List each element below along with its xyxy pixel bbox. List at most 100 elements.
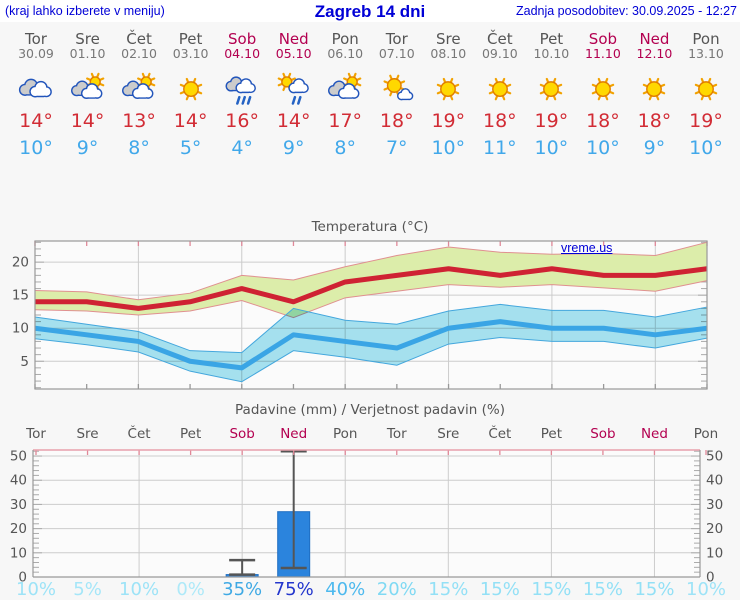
precipitation-chart: 0 0 10 10 20 20 30 30 40 40 50 50 bbox=[10, 449, 723, 586]
location-menu-hint[interactable]: (kraj lahko izberete v meniju) bbox=[5, 4, 165, 18]
precip-probability-value: 10% bbox=[119, 579, 160, 600]
day-min-temp: 8° bbox=[334, 137, 357, 159]
min-temp-line bbox=[34, 319, 708, 371]
precip-day-label: Ned bbox=[640, 426, 668, 442]
day-min-temp: 5° bbox=[179, 137, 202, 159]
day-column-čet-02.10[interactable]: Čet 02.10 13° 8° bbox=[112, 31, 166, 162]
day-date: 12.10 bbox=[636, 46, 673, 61]
day-date: 02.10 bbox=[121, 46, 157, 61]
day-name: Tor bbox=[25, 30, 47, 48]
day-name: Tor bbox=[385, 30, 408, 48]
svg-text:20: 20 bbox=[10, 521, 27, 537]
precip-day-label: Čet bbox=[488, 426, 512, 442]
day-column-sob-11.10[interactable]: Sob 11.10 18° 10° bbox=[576, 31, 630, 162]
day-column-pet-03.10[interactable]: Pet 03.10 14° 5° bbox=[164, 31, 218, 162]
day-max-temp: 13° bbox=[122, 110, 156, 132]
day-min-temp: 9° bbox=[282, 137, 305, 159]
precip-day-label: Čet bbox=[127, 426, 151, 442]
svg-text:50: 50 bbox=[706, 449, 723, 465]
day-name: Pon bbox=[331, 30, 359, 48]
day-column-tor-30.09[interactable]: Tor 30.09 14° 10° bbox=[9, 31, 63, 162]
day-date: 30.09 bbox=[18, 46, 54, 61]
day-name: Čet bbox=[487, 30, 513, 48]
day-name: Pet bbox=[539, 30, 564, 48]
day-max-temp: 14° bbox=[70, 110, 105, 132]
svg-text:50: 50 bbox=[10, 449, 27, 465]
day-date: 04.10 bbox=[224, 46, 261, 61]
precip-probability-value: 15% bbox=[582, 579, 623, 600]
rain-icon bbox=[225, 76, 257, 105]
day-column-sre-01.10[interactable]: Sre 01.10 14° 9° bbox=[61, 31, 115, 162]
precip-probability-value: 0% bbox=[176, 579, 205, 600]
day-column-pon-06.10[interactable]: Pon 06.10 17° 8° bbox=[318, 31, 372, 162]
day-name: Sre bbox=[75, 30, 100, 48]
sun-cloud-icon bbox=[328, 72, 362, 99]
day-min-temp: 9° bbox=[76, 137, 99, 159]
day-date: 06.10 bbox=[327, 46, 364, 61]
day-column-sre-08.10[interactable]: Sre 08.10 19° 10° bbox=[421, 31, 475, 162]
svg-text:10: 10 bbox=[10, 545, 27, 561]
sun-icon bbox=[540, 77, 563, 101]
precip-probability-value: 10% bbox=[685, 579, 727, 600]
day-column-ned-05.10[interactable]: Ned 05.10 14° 9° bbox=[267, 31, 321, 162]
svg-text:40: 40 bbox=[706, 473, 723, 489]
svg-text:15: 15 bbox=[12, 288, 29, 304]
day-max-temp: 16° bbox=[225, 110, 259, 132]
precip-probability-value: 75% bbox=[273, 579, 314, 600]
day-date: 01.10 bbox=[69, 46, 106, 61]
svg-text:5: 5 bbox=[20, 354, 29, 370]
day-min-temp: 10° bbox=[19, 137, 53, 159]
day-date: 07.10 bbox=[378, 46, 415, 61]
day-date: 13.10 bbox=[688, 46, 724, 61]
precip-day-label: Tor bbox=[386, 426, 407, 442]
precip-day-label: Tor bbox=[26, 426, 46, 442]
svg-text:30: 30 bbox=[706, 497, 723, 513]
day-column-sob-04.10[interactable]: Sob 04.10 16° 4° bbox=[215, 31, 269, 162]
sun-cloud-icon bbox=[122, 72, 156, 99]
day-min-temp: 11° bbox=[483, 137, 517, 159]
svg-text:20: 20 bbox=[12, 255, 29, 271]
day-min-temp: 10° bbox=[534, 137, 569, 159]
day-min-temp: 10° bbox=[689, 137, 723, 159]
precip-day-label: Sre bbox=[437, 426, 460, 442]
day-name: Pon bbox=[692, 30, 720, 48]
day-column-pon-13.10[interactable]: Pon 13.10 19° 10° bbox=[679, 31, 733, 162]
sun-icon bbox=[488, 77, 512, 101]
sun-icon bbox=[437, 77, 460, 101]
precip-probability-value: 10% bbox=[15, 579, 57, 600]
precip-probability-value: 40% bbox=[325, 579, 366, 600]
cloud-cloud-icon bbox=[18, 78, 52, 98]
temperature-chart: 5 10 15 20 bbox=[12, 240, 708, 390]
sun-icon bbox=[694, 77, 718, 101]
day-name: Ned bbox=[278, 30, 309, 48]
precip-day-label: Pon bbox=[332, 426, 358, 442]
day-name: Ned bbox=[639, 30, 670, 48]
svg-text:10: 10 bbox=[706, 545, 723, 561]
day-max-temp: 17° bbox=[328, 110, 363, 132]
day-name: Pet bbox=[178, 30, 203, 48]
day-column-pet-10.10[interactable]: Pet 10.10 19° 10° bbox=[524, 31, 578, 162]
day-max-temp: 14° bbox=[19, 110, 53, 132]
precip-probability-value: 15% bbox=[428, 579, 469, 600]
svg-text:0: 0 bbox=[706, 570, 715, 586]
precip-day-label: Sob bbox=[229, 426, 255, 442]
day-column-ned-12.10[interactable]: Ned 12.10 18° 9° bbox=[627, 31, 681, 162]
day-max-temp: 19° bbox=[689, 110, 723, 132]
precip-day-label: Sre bbox=[76, 426, 99, 442]
watermark-link[interactable]: vreme.us bbox=[561, 241, 613, 255]
svg-text:10: 10 bbox=[12, 321, 29, 337]
day-date: 08.10 bbox=[430, 46, 467, 61]
precip-day-label: Pet bbox=[540, 426, 563, 442]
day-max-temp: 19° bbox=[431, 110, 466, 132]
page-title: Zagreb 14 dni bbox=[314, 2, 426, 21]
day-name: Sob bbox=[588, 30, 618, 48]
svg-text:20: 20 bbox=[706, 521, 723, 537]
precip-probability-value: 15% bbox=[634, 579, 675, 600]
day-max-temp: 18° bbox=[586, 110, 620, 132]
day-min-temp: 9° bbox=[643, 137, 666, 159]
day-max-temp: 18° bbox=[379, 110, 414, 132]
day-column-tor-07.10[interactable]: Tor 07.10 18° 7° bbox=[370, 31, 424, 162]
svg-text:30: 30 bbox=[10, 497, 27, 513]
day-max-temp: 14° bbox=[173, 110, 208, 132]
day-column-čet-09.10[interactable]: Čet 09.10 18° 11° bbox=[473, 31, 527, 162]
